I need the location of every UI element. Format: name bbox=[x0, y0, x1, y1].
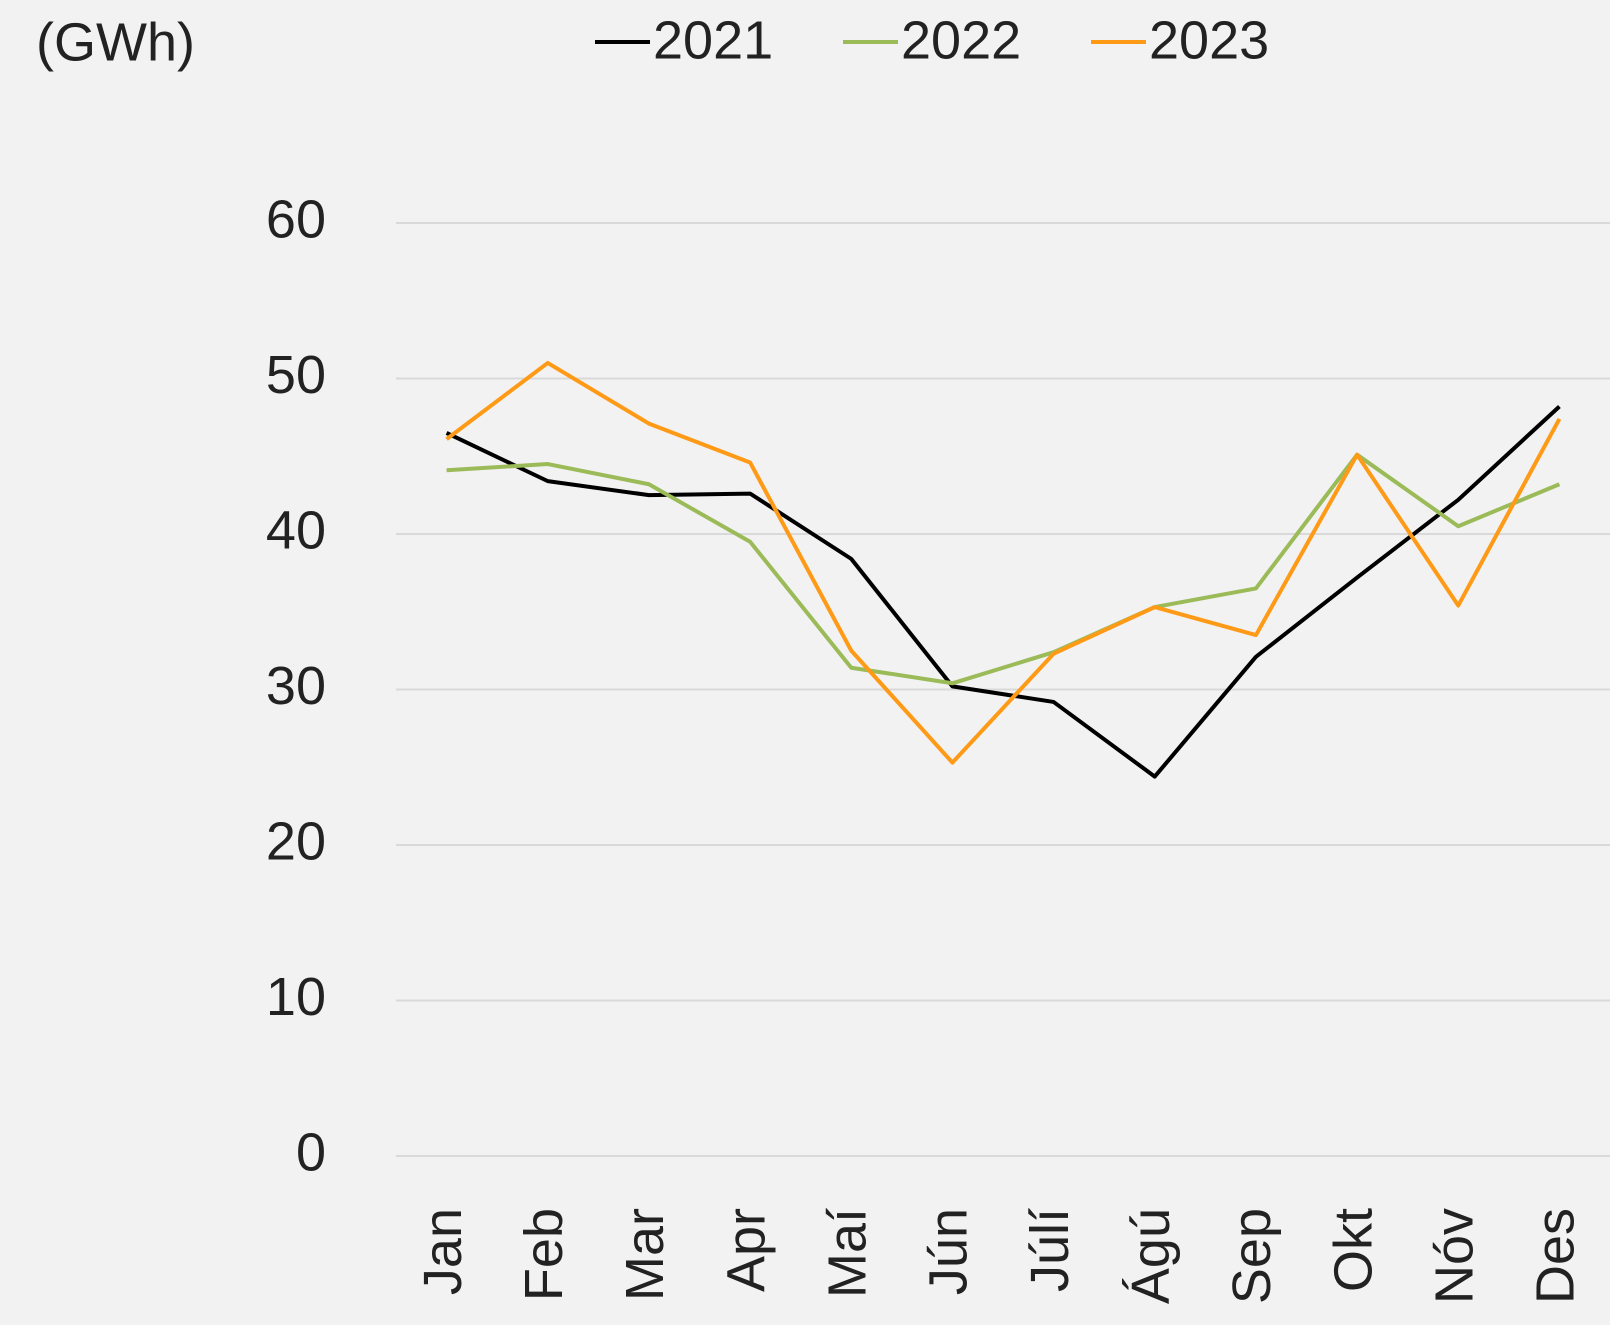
legend-label: 2023 bbox=[1149, 10, 1269, 70]
y-tick-label: 20 bbox=[266, 811, 326, 871]
x-tick-label: Ágú bbox=[1121, 1208, 1181, 1304]
x-tick-label: Apr bbox=[716, 1208, 776, 1292]
x-tick-label: Feb bbox=[514, 1208, 574, 1301]
series-line bbox=[445, 360, 1562, 765]
y-tick-label: 60 bbox=[266, 189, 326, 249]
x-tick-label: Nóv bbox=[1425, 1208, 1485, 1304]
series-line bbox=[446, 452, 1561, 686]
y-axis-label: (GWh) bbox=[36, 12, 195, 72]
x-tick-label: Maí bbox=[818, 1208, 878, 1298]
x-tick-label: Jan bbox=[413, 1208, 473, 1295]
series-line bbox=[445, 405, 1561, 779]
y-tick-label: 10 bbox=[266, 967, 326, 1027]
x-tick-label: Des bbox=[1526, 1208, 1586, 1304]
x-tick-label: Mar bbox=[615, 1208, 675, 1301]
y-tick-label: 50 bbox=[266, 345, 326, 405]
x-tick-label: Júlí bbox=[1020, 1208, 1080, 1292]
x-tick-label: Sep bbox=[1222, 1208, 1282, 1304]
legend-label: 2021 bbox=[653, 10, 773, 70]
legend-label: 2022 bbox=[901, 10, 1021, 70]
y-tick-label: 0 bbox=[296, 1122, 326, 1182]
y-tick-label: 40 bbox=[266, 500, 326, 560]
y-tick-label: 30 bbox=[266, 656, 326, 716]
x-tick-label: Okt bbox=[1323, 1208, 1383, 1292]
x-tick-label: Jún bbox=[919, 1208, 979, 1295]
